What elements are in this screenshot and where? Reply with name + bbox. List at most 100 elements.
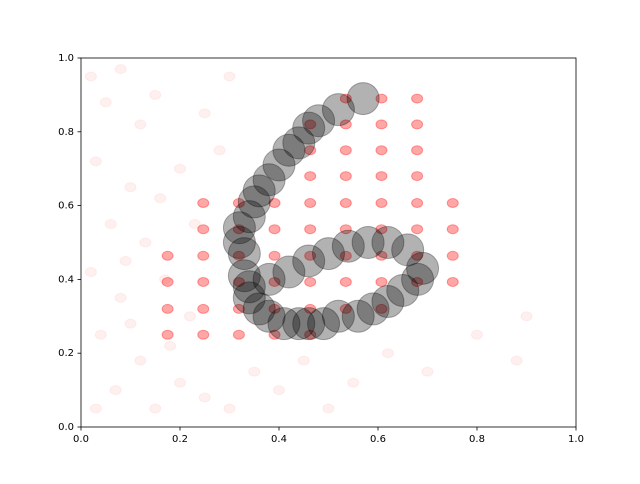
scatter-point <box>446 224 459 235</box>
scatter-point <box>89 156 102 167</box>
scatter-point <box>339 303 352 314</box>
scatter-point <box>421 366 434 377</box>
x-tick-label: 0.2 <box>172 434 188 445</box>
scatter-point <box>272 133 306 167</box>
scatter-point <box>267 307 301 341</box>
scatter-point <box>375 303 388 314</box>
scatter-point <box>89 403 102 414</box>
scatter-point <box>304 119 317 130</box>
scatter-point <box>321 299 355 333</box>
scatter-point <box>237 185 271 219</box>
scatter-point <box>371 226 405 259</box>
scatter-point <box>252 163 286 197</box>
scatter-point <box>322 403 335 414</box>
x-tick-label: 1.0 <box>568 434 584 445</box>
scatter-point <box>292 307 326 341</box>
scatter-point <box>375 224 388 235</box>
scatter-point <box>375 145 388 156</box>
scatter-point <box>154 193 167 204</box>
scatter-point <box>339 250 352 261</box>
scatter-point <box>297 355 310 366</box>
scatter-point <box>242 174 276 208</box>
scatter-point <box>411 276 424 287</box>
scatter-point <box>375 250 388 261</box>
scatter-point <box>356 292 390 326</box>
scatter-point <box>307 307 341 341</box>
scatter-point <box>197 303 210 314</box>
scatter-point <box>134 355 147 366</box>
scatter-point <box>411 119 424 130</box>
scatter-point <box>159 274 172 285</box>
y-tick-label: 0.4 <box>58 274 74 285</box>
scatter-point <box>232 250 245 261</box>
scatter-point <box>304 198 317 209</box>
plot-marks <box>84 64 533 414</box>
scatter-point <box>411 93 424 104</box>
scatter-point <box>339 276 352 287</box>
scatter-point <box>304 224 317 235</box>
scatter-point <box>331 229 365 263</box>
scatter-point <box>197 250 210 261</box>
scatter-point <box>109 385 122 396</box>
scatter-point <box>268 224 281 235</box>
scatter-point <box>411 145 424 156</box>
scatter-point <box>304 145 317 156</box>
scatter-point <box>268 198 281 209</box>
scatter-point <box>446 276 459 287</box>
y-tick-label: 1.0 <box>58 53 74 64</box>
scatter-point <box>321 93 355 127</box>
scatter-point <box>371 285 405 319</box>
scatter-point <box>304 329 317 340</box>
plot-frame <box>80 57 577 428</box>
scatter-point <box>197 224 210 235</box>
scatter-point <box>411 171 424 182</box>
scatter-point <box>124 318 137 329</box>
scatter-point <box>446 198 459 209</box>
scatter-point <box>411 198 424 209</box>
scatter-point <box>198 392 211 403</box>
scatter-point <box>119 255 132 266</box>
scatter-point <box>401 262 435 296</box>
scatter-point <box>304 171 317 182</box>
scatter-point <box>262 148 296 182</box>
scatter-point <box>223 71 236 82</box>
scatter-point <box>174 163 186 174</box>
scatter-point <box>411 250 424 261</box>
scatter-point <box>232 276 245 287</box>
scatter-point <box>188 219 201 230</box>
scatter-point <box>164 340 177 351</box>
x-tick-label: 0.8 <box>469 434 485 445</box>
scatter-point <box>99 97 112 108</box>
scatter-point <box>341 299 375 333</box>
scatter-point <box>375 171 388 182</box>
scatter-point <box>520 311 533 322</box>
scatter-point <box>197 276 210 287</box>
scatter-point <box>304 250 317 261</box>
scatter-point <box>161 250 174 261</box>
scatter-point <box>161 303 174 314</box>
scatter-point <box>268 303 281 314</box>
scatter-point <box>149 89 162 100</box>
scatter-point <box>223 403 236 414</box>
scatter-point <box>232 281 266 315</box>
scatter-point <box>232 270 266 304</box>
scatter-point <box>197 329 210 340</box>
scatter-point <box>304 303 317 314</box>
scatter-point <box>339 224 352 235</box>
scatter-point <box>149 403 162 414</box>
x-tick-label: 0.0 <box>73 434 89 445</box>
scatter-point <box>213 145 226 156</box>
scatter-point <box>227 259 261 293</box>
x-tick-label: 0.6 <box>370 434 386 445</box>
scatter-point <box>161 329 174 340</box>
scatter-point <box>84 71 97 82</box>
scatter-point <box>375 93 388 104</box>
scatter-point <box>104 219 117 230</box>
scatter-point <box>446 250 459 261</box>
scatter-point <box>411 224 424 235</box>
scatter-point <box>339 198 352 209</box>
scatter-point <box>232 198 245 209</box>
scatter-point <box>391 233 425 267</box>
